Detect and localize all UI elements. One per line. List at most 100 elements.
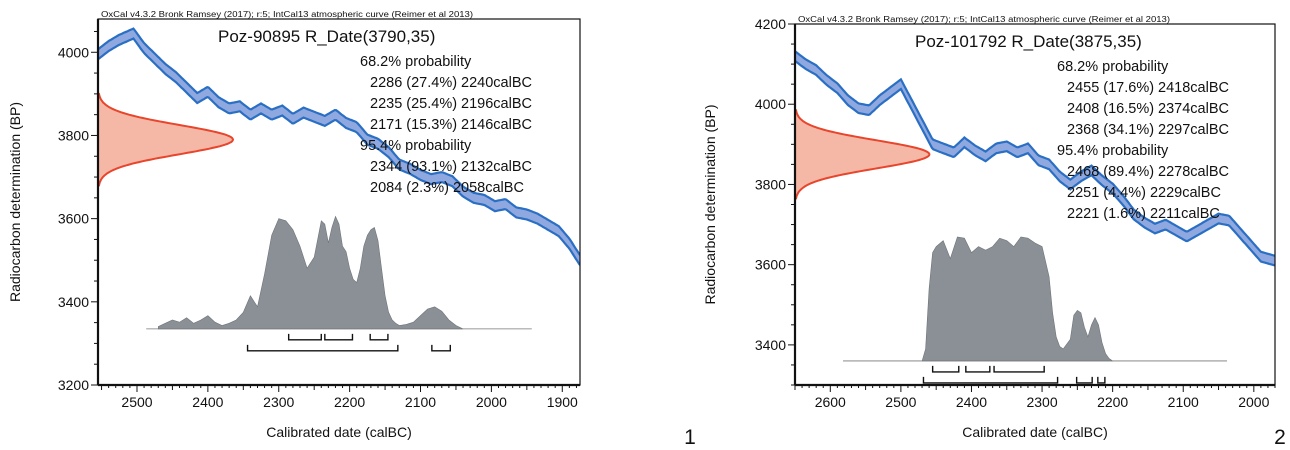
probability-heading: 68.2% probability — [360, 54, 472, 70]
calibration-curve-band — [795, 51, 1275, 266]
sigma2-range-3 — [1097, 376, 1106, 384]
range-row: 2235 (25.4%) 2196calBC — [370, 96, 532, 112]
range-from: 2084 — [370, 180, 402, 196]
calibration-curve-lower — [98, 37, 580, 266]
range-row: 2455 (17.6%) 2418calBC — [1067, 80, 1229, 96]
range-from: 2368 — [1067, 122, 1099, 138]
y-tick-label: 4000 — [755, 96, 786, 112]
sigma1-range-3 — [369, 333, 389, 341]
y-axis-label: Radiocarbon determination (BP) — [702, 105, 718, 305]
probability-heading: 68.2% probability — [1057, 59, 1169, 75]
plot-area — [795, 50, 1275, 362]
range-to: 2278calBC — [1158, 164, 1229, 180]
plot-area — [98, 27, 580, 330]
range-row: 2084 (2.3%) 2058calBC — [370, 180, 524, 196]
range-to: 2374calBC — [1158, 101, 1229, 117]
x-tick-label: 1900 — [547, 394, 578, 410]
range-pct: (93.1%) — [406, 159, 457, 175]
sigma1-range-3 — [993, 365, 1045, 373]
range-to: 2297calBC — [1158, 122, 1229, 138]
range-row: 2286 (27.4%) 2240calBC — [370, 75, 532, 91]
range-to: 2211calBC — [1150, 206, 1220, 222]
range-pct: (16.5%) — [1103, 101, 1154, 117]
range-pct: (15.3%) — [406, 117, 457, 133]
oxcal-header: OxCal v4.3.2 Bronk Ramsey (2017); r:5; I… — [798, 15, 1170, 24]
range-row: 2368 (34.1%) 2297calBC — [1067, 122, 1229, 138]
y-tick-label: 4200 — [755, 16, 786, 32]
chart-panel-2: 2600 2500 2400 2300 2200 2100 2000 3400 3600 3800… — [702, 15, 1276, 440]
radiocarbon-gaussian-fill — [795, 109, 930, 200]
range-from: 2286 — [370, 75, 402, 91]
calibration-curve-lower — [795, 60, 1275, 267]
y-tick-label: 3400 — [755, 337, 786, 353]
range-from: 2468 — [1067, 164, 1099, 180]
range-row: 2408 (16.5%) 2374calBC — [1067, 101, 1229, 117]
range-pct: (2.3%) — [406, 180, 449, 196]
range-to: 2240calBC — [461, 75, 532, 91]
range-pct: (89.4%) — [1103, 164, 1154, 180]
x-tick-label: 2000 — [1238, 394, 1269, 410]
panel-number: 2 — [1274, 426, 1286, 449]
range-from: 2408 — [1067, 101, 1099, 117]
range-pct: (34.1%) — [1103, 122, 1154, 138]
sigma2-range-1 — [922, 376, 1059, 384]
y-tick-label: 3200 — [58, 377, 89, 393]
sigma2-range-2 — [431, 344, 451, 352]
range-row: 2344 (93.1%) 2132calBC — [370, 159, 532, 175]
range-pct: (17.6%) — [1103, 80, 1154, 96]
calibration-curve-upper — [795, 50, 1275, 257]
calibration-curve-band — [98, 28, 580, 266]
x-tick-label: 2200 — [1097, 394, 1128, 410]
range-row: 2251 (4.4%) 2229calBC — [1067, 185, 1221, 201]
range-to: 2229calBC — [1150, 185, 1221, 201]
chart-title: Poz-101792 R_Date(3875,35) — [915, 32, 1142, 51]
probability-heading: 95.4% probability — [360, 138, 472, 154]
y-tick-label: 3800 — [58, 127, 89, 143]
x-tick-label: 2400 — [192, 394, 223, 410]
sigma2-range-2 — [1075, 376, 1093, 384]
range-from: 2251 — [1067, 185, 1099, 201]
range-from: 2221 — [1067, 206, 1099, 222]
y-axis-label: Radiocarbon determination (BP) — [7, 102, 23, 302]
chart-title: Poz-90895 R_Date(3790,35) — [218, 27, 435, 46]
y-tick-label: 3600 — [58, 211, 89, 227]
y-tick-label: 3400 — [58, 294, 89, 310]
chart-panel-1: 2500 2400 2300 2200 2100 2000 1900 3200 3400 3600… — [7, 10, 581, 440]
radiocarbon-gaussian-fill — [98, 93, 233, 187]
calibration-curve-upper — [98, 27, 580, 256]
sigma1-range-2 — [965, 365, 991, 373]
range-to: 2132calBC — [461, 159, 532, 175]
panel-number: 1 — [684, 426, 696, 449]
x-tick-label: 2600 — [815, 394, 846, 410]
x-tick-label: 2300 — [1026, 394, 1057, 410]
range-pct: (1.6%) — [1103, 206, 1146, 222]
x-tick-label: 2400 — [956, 394, 987, 410]
range-from: 2171 — [370, 117, 402, 133]
y-tick-label: 3800 — [755, 176, 786, 192]
range-to: 2058calBC — [453, 180, 524, 196]
x-axis-label: Calibrated date (calBC) — [266, 424, 412, 440]
calibrated-probability-distribution — [158, 215, 464, 330]
x-tick-label: 2500 — [885, 394, 916, 410]
x-tick-label: 2100 — [1168, 394, 1199, 410]
range-to: 2196calBC — [461, 96, 532, 112]
x-tick-label: 2200 — [334, 394, 365, 410]
sigma1-range-2 — [324, 333, 354, 341]
range-pct: (25.4%) — [406, 96, 457, 112]
range-row: 2171 (15.3%) 2146calBC — [370, 117, 532, 133]
probability-heading: 95.4% probability — [1057, 143, 1169, 159]
range-from: 2235 — [370, 96, 402, 112]
y-tick-label: 3600 — [755, 257, 786, 273]
x-tick-label: 2500 — [121, 394, 152, 410]
x-axis-label: Calibrated date (calBC) — [962, 424, 1108, 440]
x-tick-label: 2000 — [476, 394, 507, 410]
radiocarbon-gaussian-line — [795, 109, 931, 200]
range-to: 2146calBC — [461, 117, 532, 133]
range-pct: (4.4%) — [1103, 185, 1146, 201]
y-tick-label: 4000 — [58, 44, 89, 60]
range-to: 2418calBC — [1158, 80, 1229, 96]
range-row: 2221 (1.6%) 2211calBC — [1067, 206, 1220, 222]
range-pct: (27.4%) — [406, 75, 457, 91]
x-tick-label: 2100 — [405, 394, 436, 410]
